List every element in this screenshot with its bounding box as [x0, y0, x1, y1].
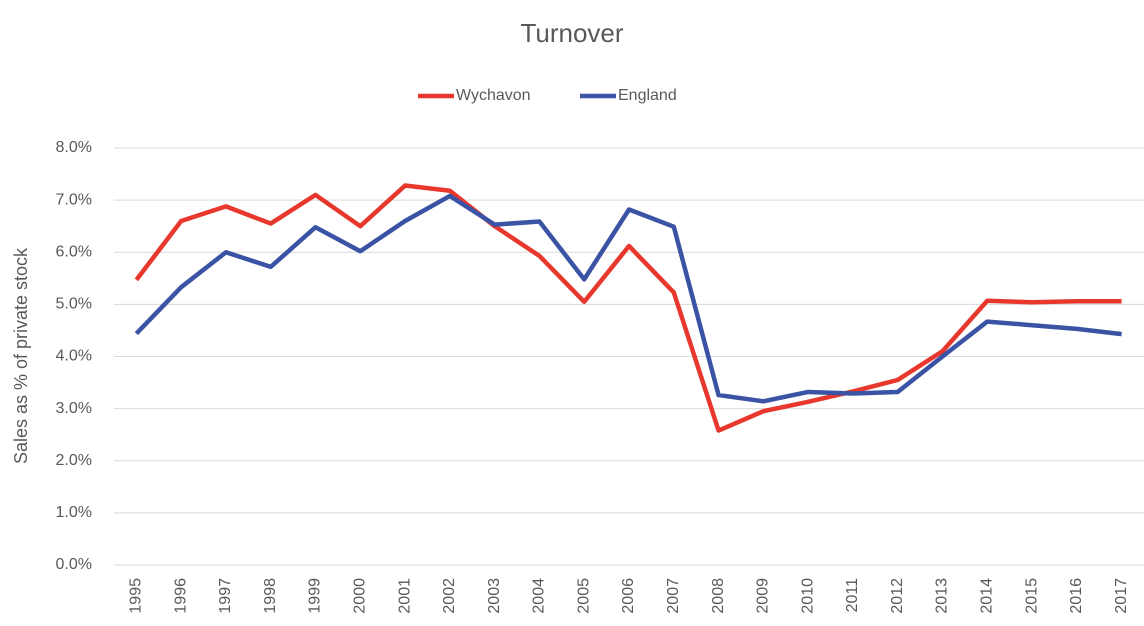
y-tick-label: 7.0% — [56, 191, 92, 208]
x-tick-label: 2004 — [531, 578, 548, 614]
y-tick-label: 4.0% — [56, 348, 92, 365]
y-tick-label: 6.0% — [56, 243, 92, 260]
legend-label: Wychavon — [456, 87, 531, 104]
y-tick-label: 3.0% — [56, 400, 92, 417]
x-tick-label: 1995 — [128, 578, 145, 614]
x-tick-label: 1999 — [307, 578, 324, 614]
y-tick-label: 2.0% — [56, 452, 92, 469]
y-tick-label: 1.0% — [56, 504, 92, 521]
x-tick-label: 2014 — [978, 578, 995, 614]
y-tick-label: 0.0% — [56, 556, 92, 573]
x-tick-label: 2011 — [844, 578, 861, 613]
line-series — [134, 193, 1122, 404]
x-tick-label: 2013 — [934, 578, 951, 614]
x-tick-label: 2006 — [620, 578, 637, 614]
x-tick-label: 1997 — [217, 578, 234, 614]
x-tick-label: 2002 — [441, 578, 458, 614]
y-tick-label: 8.0% — [56, 139, 92, 156]
x-tick-label: 2007 — [665, 578, 682, 614]
x-tick-label: 2017 — [1113, 578, 1130, 614]
x-tick-label: 2003 — [486, 578, 503, 614]
y-tick-label: 5.0% — [56, 296, 92, 313]
chart-title: Turnover — [520, 18, 623, 48]
x-tick-label: 2000 — [352, 578, 369, 614]
y-axis-title: Sales as % of private stock — [11, 247, 31, 464]
x-tick-label: 2009 — [755, 578, 772, 614]
x-tick-label: 1996 — [172, 578, 189, 614]
x-tick-label: 1998 — [262, 578, 279, 614]
x-tick-label: 2001 — [396, 578, 413, 614]
x-tick-label: 2008 — [710, 578, 727, 614]
x-tick-label: 2010 — [799, 578, 816, 614]
legend-label: England — [618, 87, 677, 104]
x-tick-label: 2015 — [1023, 578, 1040, 614]
x-tick-label: 2005 — [575, 578, 592, 614]
x-tick-label: 2012 — [889, 578, 906, 614]
x-tick-label: 2016 — [1068, 578, 1085, 614]
line-series — [134, 183, 1122, 433]
